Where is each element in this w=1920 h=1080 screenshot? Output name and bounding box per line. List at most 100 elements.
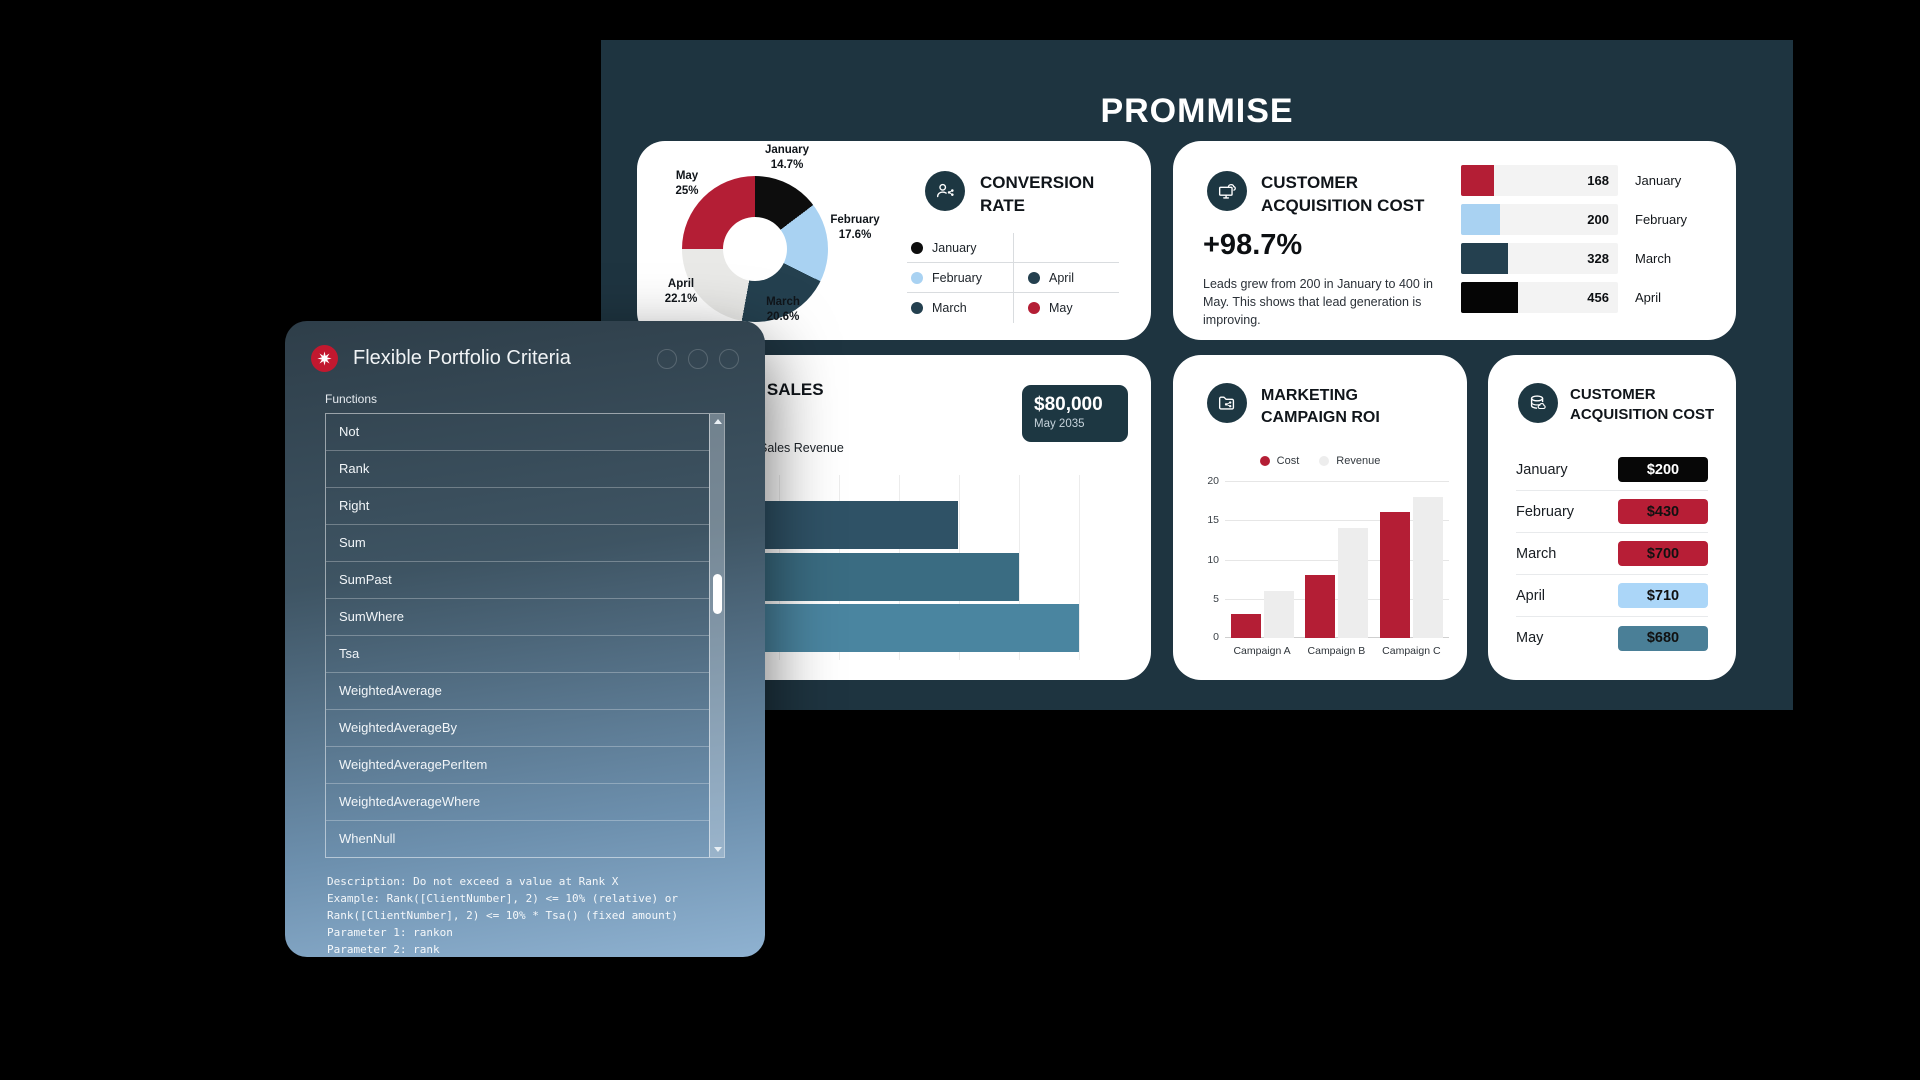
- roi-card: MARKETING CAMPAIGN ROI Cost Revenue: [1173, 355, 1467, 680]
- revenue-bar: [1263, 590, 1294, 638]
- legend-dot-january: [911, 241, 923, 254]
- user-share-icon: [925, 171, 965, 211]
- table-row: May $680: [1516, 617, 1708, 659]
- scroll-up-arrow-icon[interactable]: [713, 419, 722, 424]
- roi-grouped-bar-chart: 20 15 10 5 0: [1197, 475, 1449, 657]
- bar-fill-april: [1461, 282, 1518, 313]
- conversion-donut-chart: [682, 176, 828, 322]
- ytick-20: 20: [1207, 475, 1219, 487]
- dialog-title-bar[interactable]: Flexible Portfolio Criteria: [285, 321, 765, 372]
- price-chip: $710: [1618, 583, 1708, 608]
- group-campaign-b: [1305, 481, 1369, 638]
- bar-row-march: 328 March: [1461, 243, 1717, 274]
- bar-value: 168: [1587, 173, 1609, 188]
- legend-item-march: March: [907, 293, 1013, 323]
- price-chip: $200: [1618, 457, 1708, 482]
- app-starburst-icon: [311, 345, 338, 372]
- bar-label: January: [1635, 173, 1682, 188]
- conversion-card-title: CONVERSION RATE: [980, 173, 1095, 215]
- window-button-minimize[interactable]: [657, 348, 677, 369]
- list-item-right[interactable]: Right: [326, 488, 709, 525]
- ytick-5: 5: [1213, 593, 1219, 605]
- dashboard-panel: PROMMISE January 14.7% February 17.6% Marc…: [601, 40, 1793, 710]
- cac-leads-bar-chart: 168 January 200 February 328: [1461, 165, 1717, 321]
- table-row: April $710: [1516, 575, 1708, 617]
- cat-label-c: Campaign C: [1382, 645, 1441, 657]
- ytick-10: 10: [1207, 554, 1219, 566]
- bar-fill-january: [1461, 165, 1494, 196]
- window-button-maximize[interactable]: [688, 348, 708, 369]
- price-chip: $700: [1618, 541, 1708, 566]
- roi-card-title: MARKETING CAMPAIGN ROI: [1261, 387, 1380, 426]
- bar-value: 328: [1587, 251, 1609, 266]
- flexible-portfolio-criteria-dialog: Flexible Portfolio Criteria Functions No…: [285, 321, 765, 957]
- cat-label-b: Campaign B: [1307, 645, 1366, 657]
- group-campaign-c: [1380, 481, 1444, 638]
- legend-dot-april: [1028, 271, 1040, 284]
- list-item-weightedaveragewhere[interactable]: WeightedAverageWhere: [326, 784, 709, 821]
- legend-dot-february: [911, 271, 923, 284]
- sales-badge-value: $80,000: [1034, 394, 1103, 415]
- scrollbar-track[interactable]: [709, 414, 724, 857]
- description-line: Parameter 2: rank: [327, 943, 440, 957]
- gridline: [1225, 481, 1449, 482]
- cat-label-a: Campaign A: [1233, 645, 1291, 657]
- list-item-not[interactable]: Not: [326, 414, 709, 451]
- table-row: March $700: [1516, 533, 1708, 575]
- list-item-rank[interactable]: Rank: [326, 451, 709, 488]
- cac-summary-title: CUSTOMER ACQUISITION COST: [1261, 173, 1425, 215]
- list-item-sum[interactable]: Sum: [326, 525, 709, 562]
- ytick-15: 15: [1207, 514, 1219, 526]
- cac-month-table: January $200 February $430 March $700 Ap…: [1516, 449, 1708, 659]
- bar-row-january: 168 January: [1461, 165, 1717, 196]
- gridline: [1225, 520, 1449, 521]
- cac-description: Leads grew from 200 in January to 400 in…: [1203, 277, 1433, 328]
- legend-item-april: April: [1013, 263, 1119, 293]
- axis-baseline: [1225, 637, 1449, 638]
- cac-delta-value: +98.7%: [1203, 229, 1303, 261]
- bar-value: 456: [1587, 290, 1609, 305]
- donut-hole: [723, 217, 787, 281]
- description-line: Parameter 1: rankon: [327, 926, 453, 940]
- cac-table-card: CUSTOMER ACQUISITION COST January $200 F…: [1488, 355, 1736, 680]
- window-button-close[interactable]: [719, 348, 739, 369]
- conversion-legend: January February April March May: [907, 233, 1119, 323]
- bar-fill-february: [1461, 204, 1501, 235]
- gridline: [1019, 475, 1020, 660]
- list-item-weightedaverageby[interactable]: WeightedAverageBy: [326, 710, 709, 747]
- dashboard-title: PROMMISE: [1100, 92, 1294, 130]
- scroll-down-arrow-icon[interactable]: [713, 847, 722, 852]
- donut-label-april: April 22.1%: [664, 278, 698, 305]
- conversion-rate-card: January 14.7% February 17.6% March 20.6% Ap…: [637, 141, 1151, 340]
- table-row: January $200: [1516, 449, 1708, 491]
- list-item-sumwhere[interactable]: SumWhere: [326, 599, 709, 636]
- list-item-weightedaverage[interactable]: WeightedAverage: [326, 673, 709, 710]
- roi-legend: Cost Revenue: [1173, 455, 1467, 467]
- sales-badge-period: May 2035: [1034, 418, 1085, 430]
- list-item-whennull[interactable]: WhenNull: [339, 831, 396, 846]
- functions-label: Functions: [325, 392, 378, 406]
- description-line: Rank([ClientNumber], 2) <= 10% * Tsa() (…: [327, 909, 678, 923]
- description-line: Example: Rank([ClientNumber], 2) <= 10% …: [327, 892, 678, 906]
- list-item-tsa[interactable]: Tsa: [326, 636, 709, 673]
- bar-label: February: [1635, 212, 1688, 227]
- monitor-cloud-icon: [1207, 171, 1247, 211]
- functions-listbox: Not Rank Right Sum SumPast SumWhere Tsa …: [325, 413, 725, 858]
- bar-label: April: [1635, 290, 1662, 305]
- cost-bar: [1230, 614, 1261, 638]
- bar-fill-march: [1461, 243, 1509, 274]
- dialog-title: Flexible Portfolio Criteria: [353, 347, 571, 369]
- function-description: Description: Do not exceed a value at Ra…: [327, 873, 765, 958]
- revenue-dot: [1319, 456, 1330, 466]
- legend-dot-may: [1028, 302, 1040, 314]
- revenue-bar: [1413, 496, 1444, 638]
- legend-item-february: February: [907, 263, 1013, 293]
- list-item-weightedaverageperitem[interactable]: WeightedAveragePerItem: [326, 747, 709, 784]
- gridline: [1225, 560, 1449, 561]
- cost-dot: [1259, 456, 1270, 466]
- list-item-sumpast[interactable]: SumPast: [326, 562, 709, 599]
- scrollbar-thumb[interactable]: [712, 574, 722, 614]
- price-chip: $430: [1618, 499, 1708, 524]
- bar-value: 200: [1587, 212, 1609, 227]
